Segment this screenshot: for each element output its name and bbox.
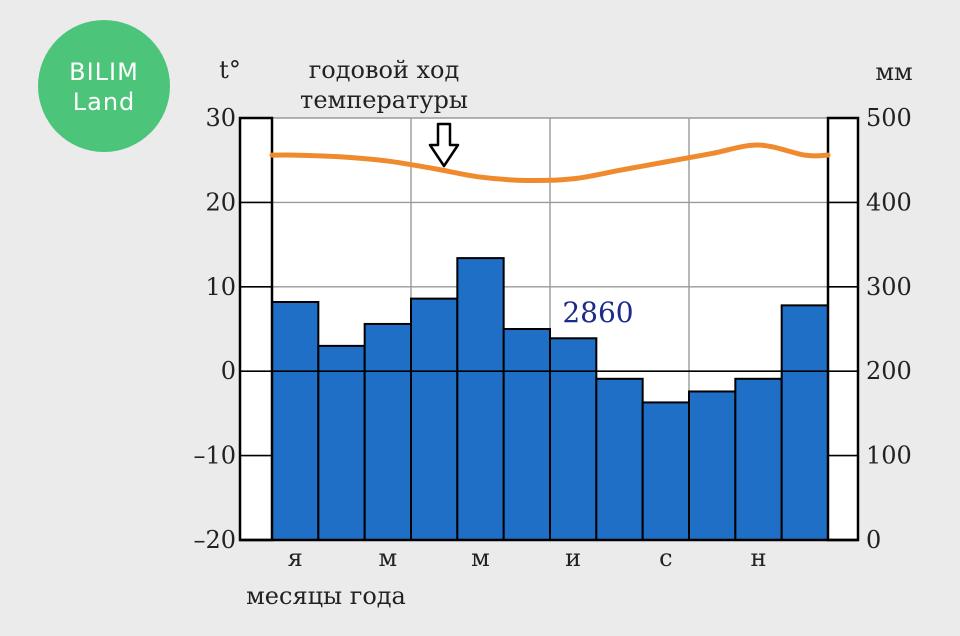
- x-axis-title: месяцы года: [246, 582, 406, 610]
- logo-line1: BILIM: [69, 58, 139, 86]
- left-tick-label: –20: [193, 526, 236, 554]
- precipitation-bars: [271, 257, 830, 542]
- precipitation-bar: [410, 297, 459, 541]
- left-axis-column: [238, 116, 274, 542]
- right-axis-column: [826, 116, 860, 542]
- precipitation-bar: [688, 390, 737, 541]
- left-axis-title: t°: [219, 56, 241, 84]
- left-axis-ticks: 30 20 10 0 –10 –20: [193, 104, 272, 554]
- month-tick-label: я: [288, 544, 303, 572]
- month-tick-label: с: [659, 544, 672, 572]
- precipitation-bar: [271, 300, 320, 541]
- total-precipitation-label: 2860: [562, 296, 633, 329]
- right-axis-ticks: 500 400 300 200 100 0: [828, 104, 912, 554]
- temperature-line: [269, 142, 831, 184]
- precipitation-bar: [549, 337, 598, 541]
- annotation-line1: годовой ход: [309, 56, 460, 84]
- right-tick-label: 0: [866, 526, 881, 554]
- precipitation-bar: [456, 257, 505, 541]
- right-axis-title: мм: [875, 58, 912, 86]
- left-tick-label: 0: [221, 357, 236, 385]
- left-tick-label: 10: [205, 273, 236, 301]
- left-tick-label: –10: [193, 442, 236, 470]
- left-tick-label: 20: [205, 188, 236, 216]
- month-tick-label: н: [751, 544, 767, 572]
- right-tick-label: 500: [866, 104, 912, 132]
- month-tick-label: м: [471, 544, 490, 572]
- precipitation-bar: [641, 401, 691, 542]
- logo-circle: [38, 20, 170, 152]
- logo-line2: Land: [73, 88, 136, 116]
- right-tick-label: 300: [866, 273, 912, 301]
- month-tick-label: и: [565, 544, 581, 572]
- precipitation-bar: [502, 328, 551, 541]
- left-tick-label: 30: [205, 104, 236, 132]
- precipitation-bar: [595, 377, 644, 541]
- bilim-land-logo: BILIM Land: [38, 20, 170, 152]
- precipitation-bar: [780, 304, 830, 542]
- right-tick-label: 100: [866, 442, 912, 470]
- precipitation-bar: [734, 377, 783, 541]
- annotation-line2: температуры: [300, 86, 468, 114]
- precipitation-bar: [363, 322, 412, 541]
- right-tick-label: 400: [866, 188, 912, 216]
- month-tick-label: м: [378, 544, 397, 572]
- precipitation-bar: [317, 344, 366, 541]
- annotation-arrow: [428, 122, 460, 168]
- right-tick-label: 200: [866, 357, 912, 385]
- axes: [238, 116, 860, 542]
